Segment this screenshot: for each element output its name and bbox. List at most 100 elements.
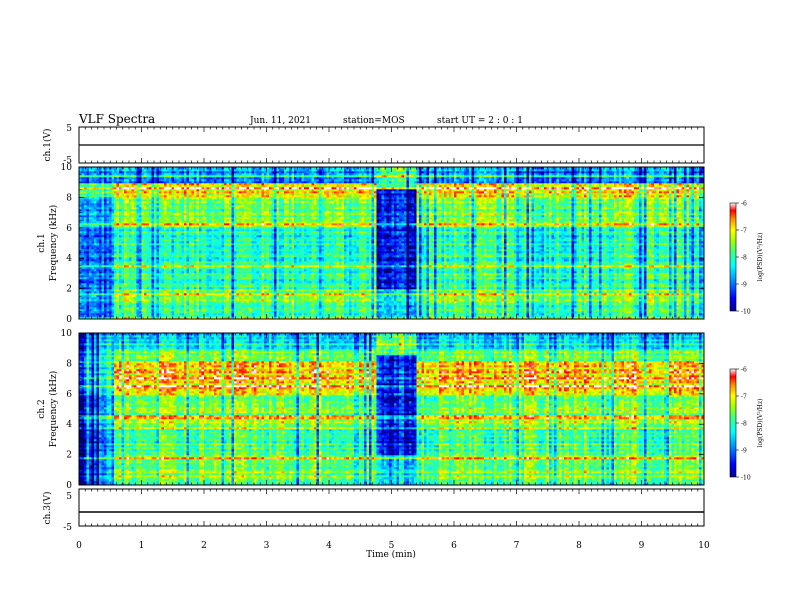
spectrogram-cell xyxy=(202,251,205,253)
spectrogram-cell xyxy=(137,219,140,221)
spectrogram-cell xyxy=(224,313,227,315)
spectrogram-cell xyxy=(109,205,112,207)
spectrogram-cell xyxy=(134,227,137,229)
spectrogram-cell xyxy=(154,259,157,261)
spectrogram-cell xyxy=(137,211,140,213)
spectrogram-cell xyxy=(157,175,160,177)
spectrogram-cell xyxy=(157,243,160,245)
spectrogram-cell xyxy=(197,171,200,173)
spectrogram-cell xyxy=(177,249,180,251)
spectrogram-cell xyxy=(137,181,140,183)
spectrogram-cell xyxy=(137,235,140,237)
spectrogram-cell xyxy=(184,237,187,239)
spectrogram-cell xyxy=(217,281,220,283)
spectrogram-cell xyxy=(152,311,155,313)
spectrogram-cell xyxy=(104,207,107,209)
spectrogram-cell xyxy=(142,287,145,289)
spectrogram-cell xyxy=(214,293,217,295)
spectrogram-cell xyxy=(84,241,87,243)
spectrogram-cell xyxy=(224,311,227,313)
spectrogram-cell xyxy=(194,211,197,213)
spectrogram-cell xyxy=(167,283,170,285)
spectrogram-cell xyxy=(107,261,110,263)
spectrogram-cell xyxy=(159,261,162,263)
spectrogram-cell xyxy=(104,309,107,311)
spectrogram-cell xyxy=(184,207,187,209)
spectrogram-cell xyxy=(144,213,147,215)
spectrogram-cell xyxy=(232,219,235,221)
spectrogram-cell xyxy=(197,199,200,201)
spectrogram-cell xyxy=(167,257,170,259)
spectrogram-cell xyxy=(157,249,160,251)
spectrogram-cell xyxy=(127,307,130,309)
spectrogram-cell xyxy=(117,217,120,219)
spectrogram-cell xyxy=(224,171,227,173)
spectrogram-cell xyxy=(107,301,110,303)
spectrogram-cell xyxy=(169,241,172,243)
spectrogram-cell xyxy=(124,311,127,313)
spectrogram-cell xyxy=(154,189,157,191)
spectrogram-cell xyxy=(219,307,222,309)
spectrogram-cell xyxy=(212,313,215,315)
spectrogram-cell xyxy=(172,295,175,297)
spectrogram-cell xyxy=(114,219,117,221)
spectrogram-cell xyxy=(194,195,197,197)
spectrogram-cell xyxy=(189,205,192,207)
spectrogram-cell xyxy=(89,185,92,187)
spectrogram-cell xyxy=(217,193,220,195)
spectrogram-cell xyxy=(184,261,187,263)
spectrogram-cell xyxy=(159,177,162,179)
spectrogram-cell xyxy=(84,197,87,199)
spectrogram-cell xyxy=(197,259,200,261)
spectrogram-cell xyxy=(222,219,225,221)
spectrogram-cell xyxy=(189,237,192,239)
spectrogram-cell xyxy=(192,307,195,309)
spectrogram-cell xyxy=(179,265,182,267)
spectrogram-cell xyxy=(127,273,130,275)
spectrogram-cell xyxy=(189,255,192,257)
spectrogram-cell xyxy=(132,197,135,199)
spectrogram-cell xyxy=(194,285,197,287)
spectrogram-cell xyxy=(137,311,140,313)
spectrogram-cell xyxy=(142,227,145,229)
spectrogram-cell xyxy=(139,253,142,255)
spectrogram-cell xyxy=(104,259,107,261)
spectrogram-cell xyxy=(209,179,212,181)
spectrogram-cell xyxy=(92,281,95,283)
spectrogram-cell xyxy=(177,177,180,179)
spectrogram-cell xyxy=(112,253,115,255)
spectrogram-cell xyxy=(184,311,187,313)
spectrogram-cell xyxy=(87,309,90,311)
spectrogram-cell xyxy=(212,199,215,201)
spectrogram-cell xyxy=(84,257,87,259)
spectrogram-cell xyxy=(84,231,87,233)
spectrogram-cell xyxy=(129,195,132,197)
spectrogram-cell xyxy=(147,261,150,263)
spectrogram-cell xyxy=(174,253,177,255)
spectrogram-cell xyxy=(177,299,180,301)
spectrogram-cell xyxy=(147,279,150,281)
spectrogram-cell xyxy=(82,279,85,281)
spectrogram-cell xyxy=(107,251,110,253)
spectrogram-cell xyxy=(149,241,152,243)
spectrogram-cell xyxy=(174,263,177,265)
spectrogram-cell xyxy=(234,303,237,305)
spectrogram-cell xyxy=(152,259,155,261)
spectrogram-cell xyxy=(179,241,182,243)
spectrogram-cell xyxy=(169,169,172,171)
spectrogram-cell xyxy=(122,273,125,275)
spectrogram-cell xyxy=(137,267,140,269)
spectrogram-cell xyxy=(154,307,157,309)
spectrogram-cell xyxy=(204,307,207,309)
spectrogram-cell xyxy=(119,189,122,191)
spectrogram-cell xyxy=(87,169,90,171)
spectrogram-cell xyxy=(232,257,235,259)
spectrogram-cell xyxy=(114,243,117,245)
spectrogram-cell xyxy=(149,255,152,257)
spectrogram-cell xyxy=(157,229,160,231)
spectrogram-cell xyxy=(137,301,140,303)
spectrogram-cell xyxy=(139,255,142,257)
spectrogram-cell xyxy=(204,245,207,247)
spectrogram-cell xyxy=(87,203,90,205)
spectrogram-cell xyxy=(134,215,137,217)
